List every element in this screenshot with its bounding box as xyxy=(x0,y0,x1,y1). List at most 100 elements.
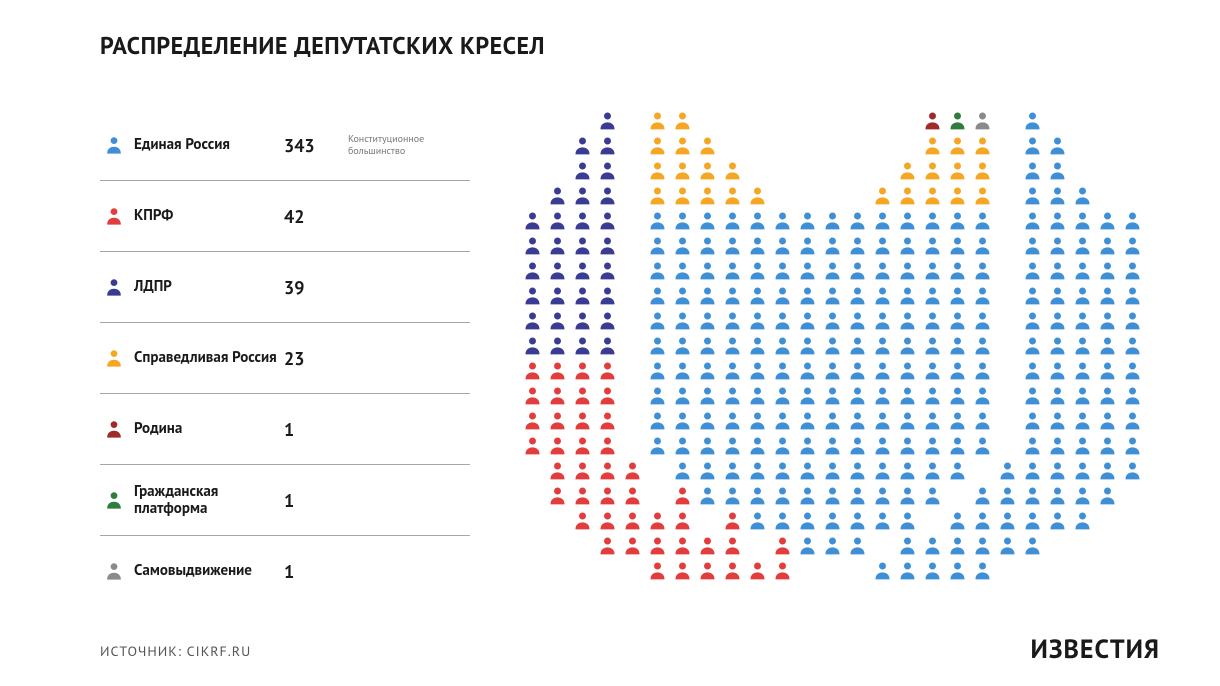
seat-sr xyxy=(976,188,990,205)
seat-er xyxy=(726,213,740,230)
seat-er xyxy=(701,288,715,305)
seat-er xyxy=(976,213,990,230)
seat-er xyxy=(801,213,815,230)
seat-er xyxy=(676,463,690,480)
seat-er xyxy=(776,213,790,230)
seat-er xyxy=(1051,438,1065,455)
seat-er xyxy=(1126,313,1140,330)
legend-row-self: Самовыдвижение1 xyxy=(100,536,470,606)
seat-er xyxy=(901,513,915,530)
seat-er xyxy=(1026,238,1040,255)
er-person-icon xyxy=(100,135,128,155)
seat-er xyxy=(826,413,840,430)
seat-kprf xyxy=(776,538,790,555)
seat-er xyxy=(951,338,965,355)
seat-er xyxy=(926,488,940,505)
seat-er xyxy=(751,438,765,455)
seat-sr xyxy=(676,113,690,130)
seat-er xyxy=(751,263,765,280)
seat-kprf xyxy=(601,388,615,405)
legend-name: Справедливая Россия xyxy=(128,349,284,366)
seat-sr xyxy=(976,138,990,155)
seat-er xyxy=(1076,263,1090,280)
seat-er xyxy=(976,388,990,405)
seat-er xyxy=(701,338,715,355)
legend-count: 343 xyxy=(284,134,344,157)
seat-er xyxy=(1051,313,1065,330)
seat-er xyxy=(1126,438,1140,455)
seat-kprf xyxy=(651,538,665,555)
seat-er xyxy=(901,563,915,580)
seat-er xyxy=(876,463,890,480)
seat-er xyxy=(951,513,965,530)
ldpr-person-icon xyxy=(100,277,128,297)
legend-row-sr: Справедливая Россия23 xyxy=(100,323,470,394)
seat-ldpr xyxy=(601,238,615,255)
seat-er xyxy=(726,363,740,380)
seat-er xyxy=(951,563,965,580)
seat-er xyxy=(1051,138,1065,155)
seat-er xyxy=(1076,388,1090,405)
seat-er xyxy=(1076,438,1090,455)
seat-er xyxy=(801,238,815,255)
legend-count: 23 xyxy=(284,347,344,370)
seat-ldpr xyxy=(601,188,615,205)
seat-ldpr xyxy=(576,138,590,155)
seat-ldpr xyxy=(601,113,615,130)
seat-er xyxy=(1051,463,1065,480)
seat-er xyxy=(751,463,765,480)
seat-er xyxy=(1051,513,1065,530)
seat-er xyxy=(1076,488,1090,505)
seat-er xyxy=(1026,113,1040,130)
seat-kprf xyxy=(551,388,565,405)
legend-count: 1 xyxy=(284,418,344,441)
seat-er xyxy=(676,438,690,455)
seat-kprf xyxy=(551,363,565,380)
seat-er xyxy=(1026,463,1040,480)
seat-sr xyxy=(976,163,990,180)
seat-er xyxy=(926,313,940,330)
seat-er xyxy=(1026,513,1040,530)
seat-kprf xyxy=(576,438,590,455)
seat-ldpr xyxy=(601,138,615,155)
seat-er xyxy=(976,338,990,355)
seat-er xyxy=(851,513,865,530)
seat-ldpr xyxy=(576,338,590,355)
seat-er xyxy=(901,363,915,380)
seat-er xyxy=(676,288,690,305)
seat-sr xyxy=(926,163,940,180)
source-label: ИСТОЧНИК: CIKRF.RU xyxy=(100,642,251,660)
legend-name: Самовыдвижение xyxy=(128,562,284,579)
seat-er xyxy=(1076,238,1090,255)
seat-ldpr xyxy=(526,263,540,280)
seat-er xyxy=(851,263,865,280)
seat-sr xyxy=(701,138,715,155)
seat-er xyxy=(976,563,990,580)
seat-sr xyxy=(726,163,740,180)
seat-chart xyxy=(520,108,1160,588)
seat-er xyxy=(676,238,690,255)
seat-ldpr xyxy=(576,213,590,230)
seat-er xyxy=(776,238,790,255)
seat-er xyxy=(1101,488,1115,505)
seat-er xyxy=(751,363,765,380)
seat-er xyxy=(1026,538,1040,555)
seat-er xyxy=(901,238,915,255)
seat-ldpr xyxy=(601,263,615,280)
legend-name: Гражданская платформа xyxy=(128,483,284,518)
seat-sr xyxy=(951,188,965,205)
seat-er xyxy=(826,513,840,530)
seat-er xyxy=(801,438,815,455)
seat-kprf xyxy=(526,438,540,455)
seat-ldpr xyxy=(576,313,590,330)
seat-er xyxy=(1101,463,1115,480)
seat-kprf xyxy=(751,563,765,580)
seat-er xyxy=(976,513,990,530)
seat-er xyxy=(1026,438,1040,455)
seat-er xyxy=(926,463,940,480)
seat-er xyxy=(776,388,790,405)
seat-er xyxy=(1126,363,1140,380)
seat-sr xyxy=(676,163,690,180)
seat-er xyxy=(676,213,690,230)
seat-er xyxy=(726,438,740,455)
